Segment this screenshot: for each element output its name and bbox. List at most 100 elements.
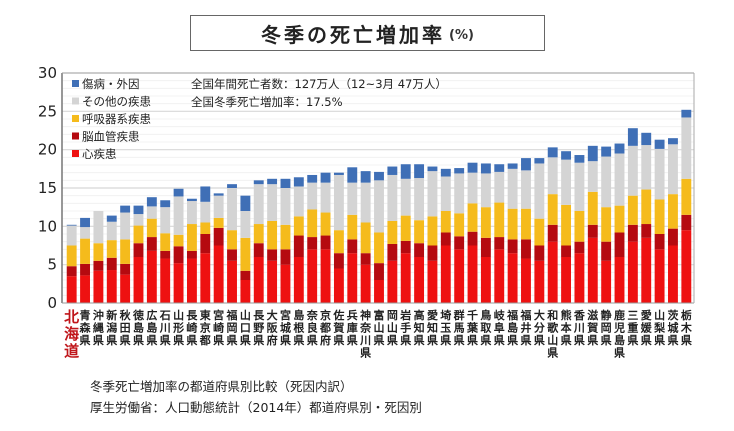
bar-segment [454, 168, 465, 174]
x-tick-label: 県 [133, 334, 144, 347]
bar-segment [66, 224, 77, 226]
bar-segment [280, 224, 291, 250]
x-tick-label: 島 [614, 333, 625, 347]
bar-segment [414, 257, 425, 303]
bar-stack [534, 158, 545, 303]
x-tick-label: 川 [359, 334, 371, 347]
x-tick-label: 宮 [280, 308, 291, 322]
bar-segment [547, 157, 558, 195]
x-tick-label: 葉 [466, 321, 479, 335]
bar-segment [253, 243, 264, 257]
bar-segment [414, 220, 425, 244]
x-tick-label: 田 [120, 322, 131, 335]
x-tick-label: 県 [627, 334, 638, 347]
x-tick-label: 馬 [454, 322, 465, 335]
x-tick-label: 府 [320, 333, 331, 347]
x-tick-label: 府 [267, 333, 278, 347]
bar-segment [280, 264, 291, 303]
bar-segment [253, 180, 264, 185]
x-tick-label: 都 [199, 333, 211, 347]
bar-segment [614, 232, 625, 257]
x-tick-label: 媛 [640, 321, 653, 335]
bar-stack [641, 132, 652, 303]
bar-segment [293, 257, 304, 303]
bar-stack [427, 166, 438, 303]
bar-segment [587, 191, 598, 225]
x-tick-label: 栃 [681, 308, 692, 322]
bar-segment [360, 264, 371, 303]
bar-segment [494, 237, 505, 250]
x-tick-label: 県 [654, 334, 665, 347]
bar-segment [414, 178, 425, 221]
x-tick-label: 県 [574, 334, 585, 347]
bar-stack [414, 164, 425, 303]
bar-stack [293, 177, 304, 303]
bar-segment [160, 233, 171, 251]
annotations: 全国年間死亡者数：127万人（12~3月 47万人） 全国冬季死亡増加率：17.5… [191, 77, 447, 109]
x-tick-label: 県 [547, 347, 558, 360]
x-tick-label: 縄 [93, 321, 104, 335]
bar-segment [454, 249, 465, 303]
bar-segment [80, 217, 90, 228]
bar-stack [627, 128, 638, 303]
bar-segment [681, 230, 692, 303]
bar-segment [173, 196, 184, 235]
x-tick-label: 潟 [106, 321, 117, 335]
x-tick-label: 重 [627, 321, 638, 335]
x-tick-label: 山 [173, 308, 184, 322]
x-tick-label: 京 [200, 321, 211, 335]
x-tick-label: 県 [80, 334, 91, 347]
bar-segment [200, 186, 211, 202]
bar-segment [374, 232, 384, 264]
bar-segment [307, 237, 318, 250]
bar-stack [267, 178, 278, 303]
bar-segment [146, 250, 157, 303]
x-tick-label: 県 [293, 334, 304, 347]
bar-segment [534, 245, 545, 261]
y-tick-label: 25 [38, 102, 57, 120]
bar-segment [641, 237, 652, 303]
bar-segment [320, 172, 331, 183]
x-tick-label: 賀 [332, 321, 344, 335]
bar-segment [521, 208, 531, 240]
x-tick-label: 徳 [132, 308, 144, 322]
bar-segment [534, 218, 545, 246]
bar-segment [227, 184, 237, 188]
bar-segment [133, 257, 144, 303]
x-tick-label: 山 [374, 321, 385, 335]
bar-segment [360, 171, 371, 183]
bar-segment [213, 217, 224, 228]
bar-segment [507, 168, 518, 209]
bar-segment [521, 158, 531, 171]
x-tick-label: 鹿 [614, 308, 625, 322]
bar-segment [240, 195, 251, 211]
bar-stack [66, 224, 77, 303]
bar-segment [654, 148, 665, 200]
bar-segment [480, 163, 491, 174]
bar-segment [333, 268, 344, 303]
bar-segment [267, 184, 278, 221]
legend-swatch [72, 97, 79, 105]
bar-stack [173, 188, 184, 303]
x-tick-label: 川 [159, 322, 171, 335]
bar-segment [146, 206, 157, 219]
bar-stack [280, 178, 291, 303]
bar-segment [293, 235, 304, 257]
x-tick-label: 梨 [653, 321, 666, 335]
x-tick-label: 県 [681, 334, 692, 347]
x-tick-label: 県 [240, 334, 251, 347]
bar-segment [333, 172, 344, 175]
bar-segment [240, 211, 251, 238]
bar-segment [414, 164, 425, 179]
bar-stack [507, 163, 518, 303]
bar-segment [601, 146, 612, 157]
bar-segment [641, 145, 652, 190]
x-tick-label: 埼 [440, 308, 451, 322]
bar-segment [240, 280, 251, 303]
x-tick-label: 青 [80, 308, 91, 322]
x-tick-label: 京 [320, 308, 331, 322]
bar-segment [93, 211, 104, 244]
x-tick-label: 茨 [667, 308, 678, 322]
bar-segment [347, 239, 358, 254]
y-tick-label: 5 [47, 256, 57, 274]
